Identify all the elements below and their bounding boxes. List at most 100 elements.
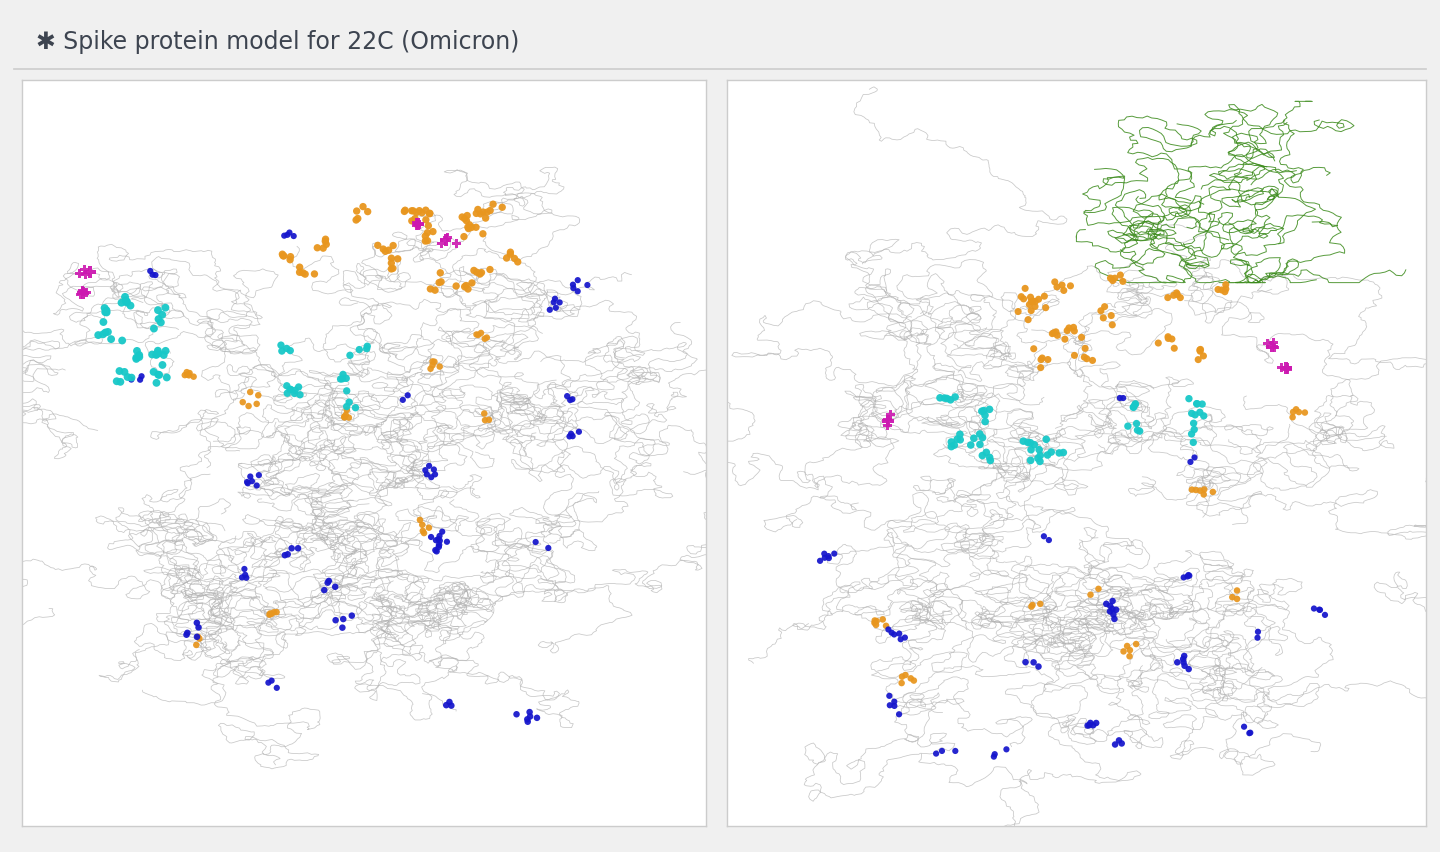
Point — [465, 222, 488, 235]
Point — [402, 204, 425, 218]
Point — [455, 215, 478, 228]
Point — [544, 302, 567, 315]
Point — [125, 351, 148, 365]
Point — [465, 328, 488, 342]
Point — [943, 391, 966, 405]
Point — [526, 711, 549, 725]
Point — [331, 368, 354, 382]
Point — [465, 266, 488, 279]
Point — [374, 245, 397, 259]
Point — [471, 206, 494, 220]
Point — [1270, 361, 1293, 375]
Point — [1094, 597, 1117, 611]
Point — [946, 433, 969, 446]
Point — [894, 669, 917, 682]
Point — [151, 308, 174, 322]
Point — [1187, 354, 1210, 367]
Point — [154, 302, 177, 315]
Point — [94, 302, 117, 315]
Point — [1165, 287, 1188, 301]
Point — [1182, 423, 1205, 437]
Point — [1028, 449, 1051, 463]
Point — [1024, 300, 1047, 314]
Point — [1079, 588, 1102, 602]
Point — [556, 390, 579, 404]
Point — [1020, 304, 1043, 318]
Point — [1214, 285, 1237, 299]
Point — [336, 400, 359, 414]
Point — [1188, 406, 1211, 419]
Point — [469, 267, 492, 280]
Point — [337, 412, 360, 425]
Point — [899, 671, 922, 685]
Point — [177, 369, 200, 383]
Point — [333, 411, 356, 424]
Point — [1051, 279, 1074, 292]
Point — [317, 576, 340, 590]
Point — [469, 208, 492, 222]
Point — [1100, 319, 1123, 332]
Point — [275, 379, 298, 393]
Point — [1308, 603, 1331, 617]
Point — [1162, 342, 1185, 355]
Point — [1103, 613, 1126, 626]
Point — [184, 638, 207, 652]
Point — [418, 208, 441, 222]
Point — [380, 262, 403, 276]
Point — [346, 212, 369, 226]
Point — [105, 375, 128, 389]
Point — [818, 551, 841, 565]
Point — [420, 359, 444, 372]
Point — [1030, 354, 1053, 367]
Point — [498, 248, 521, 262]
Point — [445, 279, 468, 293]
Point — [279, 250, 302, 264]
Point — [408, 218, 431, 232]
Point — [1185, 397, 1208, 411]
Point — [429, 267, 452, 280]
Point — [109, 296, 132, 310]
Point — [1104, 603, 1128, 617]
Point — [179, 367, 202, 381]
Point — [406, 219, 429, 233]
Point — [562, 279, 585, 292]
Point — [288, 266, 311, 279]
Point — [458, 219, 481, 233]
Point — [968, 428, 991, 441]
Point — [1309, 603, 1332, 617]
Point — [144, 348, 167, 362]
Point — [351, 200, 374, 214]
Point — [147, 368, 170, 382]
Point — [1192, 349, 1215, 363]
Point — [1081, 354, 1104, 368]
Point — [949, 434, 972, 447]
Point — [1122, 401, 1145, 415]
Point — [461, 222, 484, 235]
Point — [1022, 656, 1045, 670]
Point — [141, 268, 164, 282]
Point — [138, 265, 161, 279]
Point — [336, 404, 359, 417]
Point — [876, 413, 899, 427]
Point — [1116, 420, 1139, 434]
Point — [144, 269, 167, 283]
Point — [1284, 403, 1308, 417]
Point — [278, 254, 301, 268]
Point — [1035, 449, 1058, 463]
Point — [114, 291, 137, 304]
Point — [978, 451, 1001, 464]
Point — [120, 299, 143, 313]
Point — [1032, 290, 1056, 303]
Point — [1032, 530, 1056, 544]
Point — [380, 257, 403, 271]
Point — [1210, 284, 1233, 297]
Point — [232, 396, 255, 410]
Point — [878, 408, 901, 422]
Point — [478, 263, 501, 277]
Point — [356, 205, 379, 219]
Point — [261, 674, 284, 688]
Point — [940, 435, 963, 449]
Point — [507, 256, 530, 269]
Point — [880, 626, 903, 640]
Point — [822, 547, 845, 561]
